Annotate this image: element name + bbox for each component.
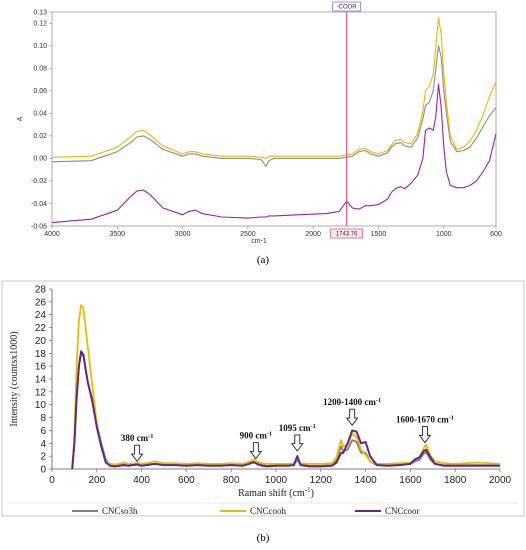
legend-label: CNCcooh [250, 506, 287, 516]
ftir-marker-top-box [332, 1, 361, 12]
raman-y-tick-label: 8 [40, 413, 46, 424]
ftir-y-tick-label: 0.13 [33, 9, 47, 16]
raman-annotation-label: 380 cm-1 [121, 433, 154, 444]
down-arrow-icon [290, 434, 304, 452]
raman-series-line [71, 304, 501, 470]
ftir-x-tick-label: 2000 [305, 231, 321, 238]
raman-y-tick-label: 2 [40, 452, 46, 463]
raman-annotation: 900 cm-1 [240, 430, 273, 460]
ftir-marker-bottom-box [330, 228, 363, 239]
raman-annotation: 1200-1400 cm-1 [323, 397, 381, 426]
panel-a-label: (a) [257, 254, 270, 266]
legend-item: CNCcooh [220, 506, 287, 516]
raman-annotation-label: 1600-1670 cm-1 [396, 414, 454, 425]
raman-y-tick-label: 22 [35, 323, 47, 334]
ftir-series-line [51, 45, 497, 167]
raman-x-tick-label: 0 [49, 475, 55, 486]
raman-y-tick-label: 18 [35, 349, 47, 360]
ftir-panel: 0.13 0.12 0.10 0.08 0.06 0.04 0.02 0.00 -0.02 -0.… [17, 1, 502, 245]
ftir-x-tick-label: 600 [490, 231, 502, 238]
ftir-marker: -COOR 1743.76 [330, 1, 363, 239]
raman-series-line [71, 350, 500, 470]
down-arrow-icon [249, 442, 263, 460]
ftir-x-tick-label: 3000 [175, 231, 191, 238]
ftir-x-axis-label: cm-1 [251, 238, 267, 245]
ftir-series-line [51, 83, 497, 224]
raman-annotation: 1095 cm-1 [279, 422, 316, 452]
raman-annotation-label: 1200-1400 cm-1 [323, 397, 381, 408]
raman-y-tick-label: 24 [35, 310, 47, 321]
raman-x-tick-label: 600 [178, 475, 195, 486]
ftir-x-tick-label: 4000 [44, 231, 60, 238]
ftir-x-tick-label: 1000 [436, 231, 452, 238]
ftir-y-tick-label: 0.04 [33, 111, 47, 118]
raman-x-tick-label: 1400 [354, 475, 377, 486]
ftir-x-tick-label: 3500 [110, 231, 126, 238]
raman-annotation-label: 900 cm-1 [240, 430, 273, 441]
raman-outer-frame [1, 280, 525, 517]
ftir-y-axis-label: A [17, 116, 24, 121]
panel-b-label: (b) [257, 532, 270, 544]
raman-y-tick-label: 26 [35, 297, 47, 308]
raman-y-tick-label: 16 [35, 362, 47, 373]
legend-label: CNCso3h [102, 506, 138, 516]
raman-y-tick-label: 20 [35, 336, 47, 347]
ftir-x-tick-label: 1500 [371, 231, 387, 238]
ftir-axes: 0.13 0.12 0.10 0.08 0.06 0.04 0.02 0.00 -0.02 -0.… [31, 9, 502, 238]
ftir-y-tick-label: 0.00 [33, 156, 47, 163]
raman-x-tick-label: 1000 [265, 475, 288, 486]
down-arrow-icon [345, 408, 359, 426]
ftir-series [51, 17, 497, 224]
raman-annotation: 1600-1670 cm-1 [396, 414, 454, 444]
ftir-plot-frame [51, 11, 497, 227]
raman-y-tick-label: 12 [35, 387, 47, 398]
down-arrow-icon [130, 444, 144, 462]
ftir-y-tick-label: 0.12 [33, 21, 47, 28]
ftir-y-tick-label: 0.08 [33, 66, 47, 73]
raman-y-tick-label: 0 [40, 465, 46, 476]
legend-label: CNCcoor [385, 506, 420, 516]
raman-x-tick-label: 1200 [310, 475, 333, 486]
ftir-y-tick-label: -0.06 [31, 223, 47, 230]
ftir-x-tick-label: 2500 [240, 231, 256, 238]
raman-y-tick-label: 14 [35, 375, 47, 386]
raman-x-tick-label: 2000 [489, 475, 512, 486]
raman-y-tick-label: 28 [35, 285, 47, 296]
raman-x-tick-label: 400 [133, 475, 150, 486]
raman-x-axis-label: Raman shift (cm-1) [238, 486, 314, 499]
raman-x-tick-label: 800 [223, 475, 240, 486]
ftir-y-tick-label: 0.10 [33, 43, 47, 50]
raman-annotations: 380 cm-1 900 cm-1 1095 cm-1 1200-1400 cm-1 1… [121, 397, 454, 462]
ftir-y-tick-label: -0.02 [31, 178, 47, 185]
raman-y-axis-label: Intensity (countsx1000) [9, 331, 20, 426]
raman-annotation-label: 1095 cm-1 [279, 422, 316, 433]
legend-item: CNCso3h [72, 506, 138, 516]
legend-item: CNCcoor [355, 506, 420, 516]
ftir-y-tick-label: -0.04 [31, 201, 47, 208]
raman-legend: CNCso3h CNCcooh CNCcoor [8, 502, 518, 516]
raman-x-tick-label: 1800 [444, 475, 467, 486]
down-arrow-icon [418, 426, 432, 444]
ftir-series-line [51, 17, 497, 159]
ftir-marker-bottom-label: 1743.76 [336, 232, 358, 238]
ftir-marker-top-label: -COOR [337, 5, 358, 11]
raman-y-tick-label: 10 [35, 400, 47, 411]
raman-y-tick-label: 4 [40, 439, 46, 450]
raman-x-tick-label: 1600 [399, 475, 422, 486]
raman-series [71, 304, 501, 470]
raman-y-tick-label: 6 [40, 426, 46, 437]
raman-x-tick-label: 200 [88, 475, 105, 486]
raman-annotation: 380 cm-1 [121, 433, 154, 462]
ftir-y-tick-label: 0.06 [33, 88, 47, 95]
ftir-y-tick-label: 0.02 [33, 133, 47, 140]
